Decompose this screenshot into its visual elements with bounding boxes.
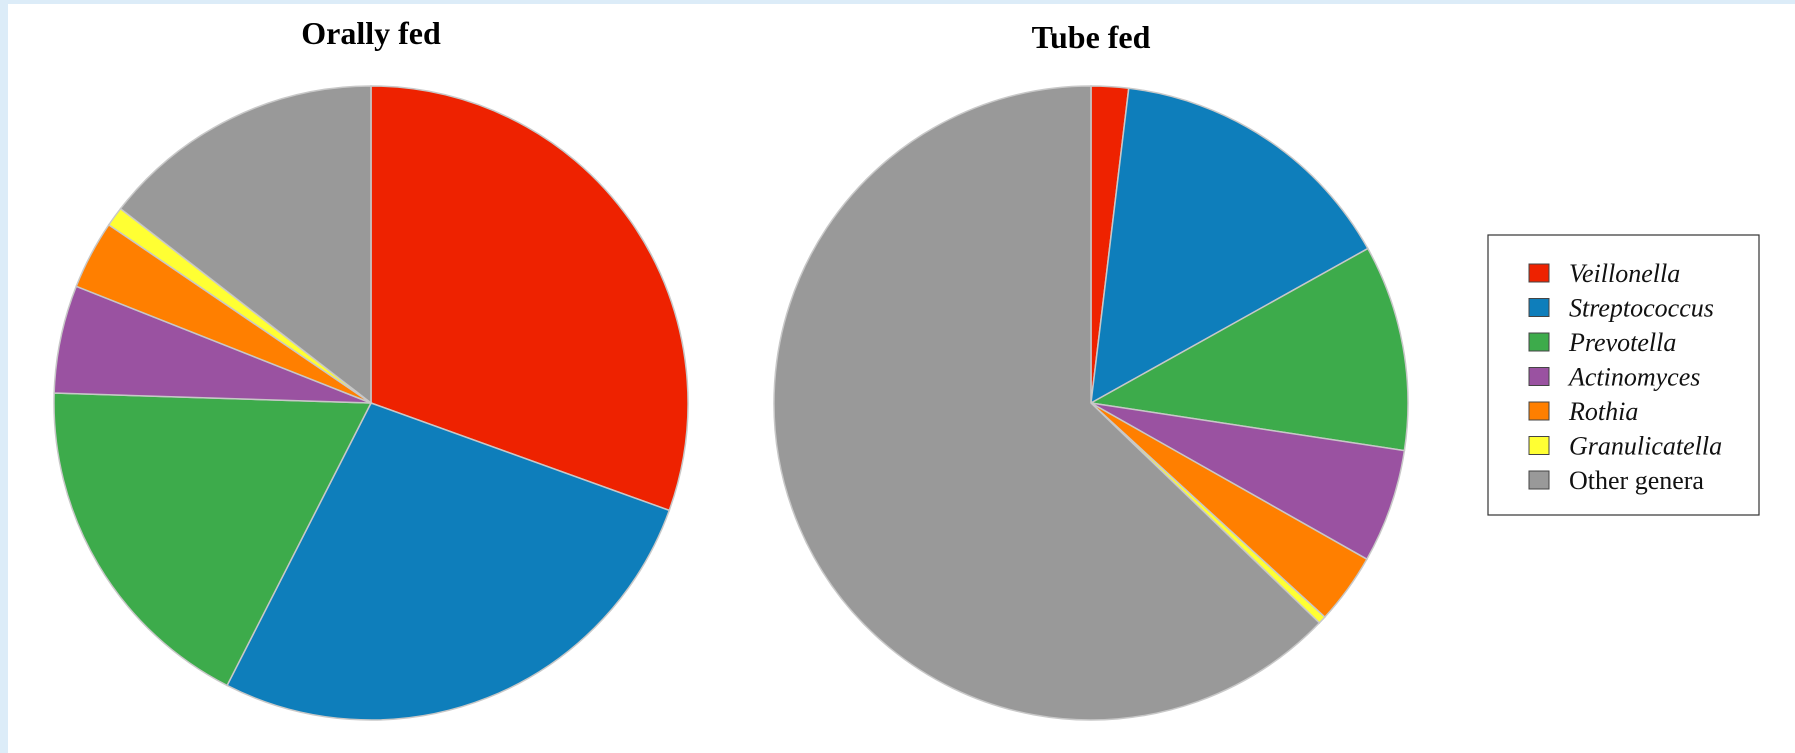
legend-label-granulicatella: Granulicatella: [1569, 432, 1722, 461]
legend-label-veillonella: Veillonella: [1569, 259, 1680, 288]
pie-slice-other-genera: [773, 85, 1321, 721]
pie-orally-fed: [53, 85, 689, 721]
pie-slice-prevotella: [53, 392, 373, 687]
legend-label-rothia: Rothia: [1568, 397, 1638, 426]
legend-swatch-veillonella: [1528, 263, 1550, 283]
pie-title-tube-fed: Tube fed: [1032, 19, 1151, 55]
legend-label-other-genera: Other genera: [1569, 466, 1704, 495]
legend-swatch-actinomyces: [1528, 367, 1550, 386]
figure-frame: Orally fed Tube fed Veillonella Streptoco…: [8, 4, 1795, 753]
legend: Veillonella Streptococcus Prevotella Actino…: [1487, 234, 1760, 516]
pie-slice-veillonella: [370, 85, 689, 512]
pie-slice-prevotella: [1088, 247, 1409, 452]
legend-swatch-rothia: [1528, 401, 1550, 421]
legend-label-streptococcus: Streptococcus: [1569, 294, 1714, 323]
pie-charts-figure: Orally fed Tube fed Veillonella Streptoco…: [53, 15, 1760, 721]
legend-swatch-streptococcus: [1528, 298, 1550, 317]
pie-slice-streptococcus: [1090, 87, 1369, 405]
pie-slice-other-genera: [119, 85, 372, 405]
pie-slice-streptococcus: [226, 402, 671, 721]
legend-swatch-other-genera: [1528, 470, 1550, 490]
legend-label-actinomyces: Actinomyces: [1567, 363, 1700, 392]
pie-title-orally-fed: Orally fed: [301, 15, 441, 51]
pie-tube-fed: [773, 85, 1409, 721]
legend-swatch-granulicatella: [1528, 436, 1550, 455]
legend-label-prevotella: Prevotella: [1568, 328, 1676, 357]
legend-swatch-prevotella: [1528, 332, 1550, 352]
